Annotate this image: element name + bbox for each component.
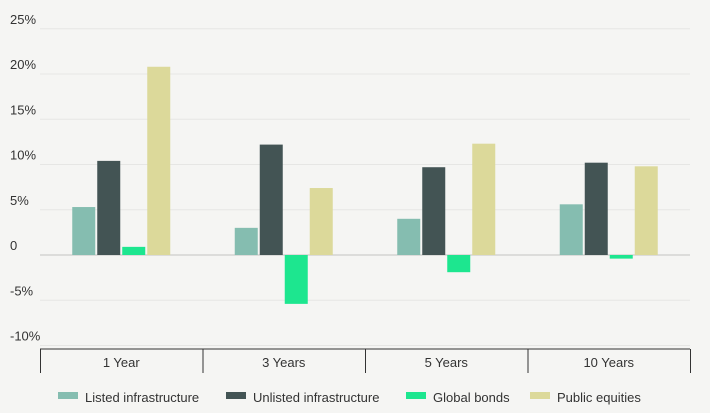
legend-label: Unlisted infrastructure [253,390,379,405]
legend-swatch [58,392,78,399]
bar [122,246,146,255]
x-category-label: 10 Years [583,355,634,370]
y-axis-tick-labels: 25% 20% 15% 10% 5% 0 -5% -10% [10,12,41,344]
bar [397,218,421,255]
y-tick-label: -5% [10,283,34,298]
bar [609,255,633,259]
bars [72,66,658,304]
y-tick-label: 0 [10,238,17,253]
bar [234,227,258,255]
bar [259,144,283,255]
legend-swatch [226,392,246,399]
y-tick-label: 20% [10,57,36,72]
bar [634,166,658,255]
legend-label: Public equities [557,390,641,405]
y-tick-label: 15% [10,102,36,117]
y-tick-label: 5% [10,193,29,208]
bar [584,162,608,255]
x-category-label: 3 Years [262,355,306,370]
bar [72,207,96,255]
x-category-label: 1 Year [103,355,141,370]
y-tick-label: 10% [10,148,36,163]
x-axis: 1 Year 3 Years 5 Years 10 Years [40,348,691,373]
x-category-label: 5 Years [425,355,469,370]
bar [284,255,308,304]
legend: Listed infrastructure Unlisted infrastruc… [58,390,641,405]
bar [309,188,333,255]
legend-label: Global bonds [433,390,510,405]
y-tick-label: -10% [10,329,41,344]
bar [472,143,496,255]
bar [422,167,446,255]
bar [147,66,171,255]
legend-swatch [530,392,550,399]
legend-swatch [406,392,426,399]
bar [97,160,121,255]
legend-label: Listed infrastructure [85,390,199,405]
y-tick-label: 25% [10,12,36,27]
bar [559,204,583,255]
bar [447,255,471,273]
